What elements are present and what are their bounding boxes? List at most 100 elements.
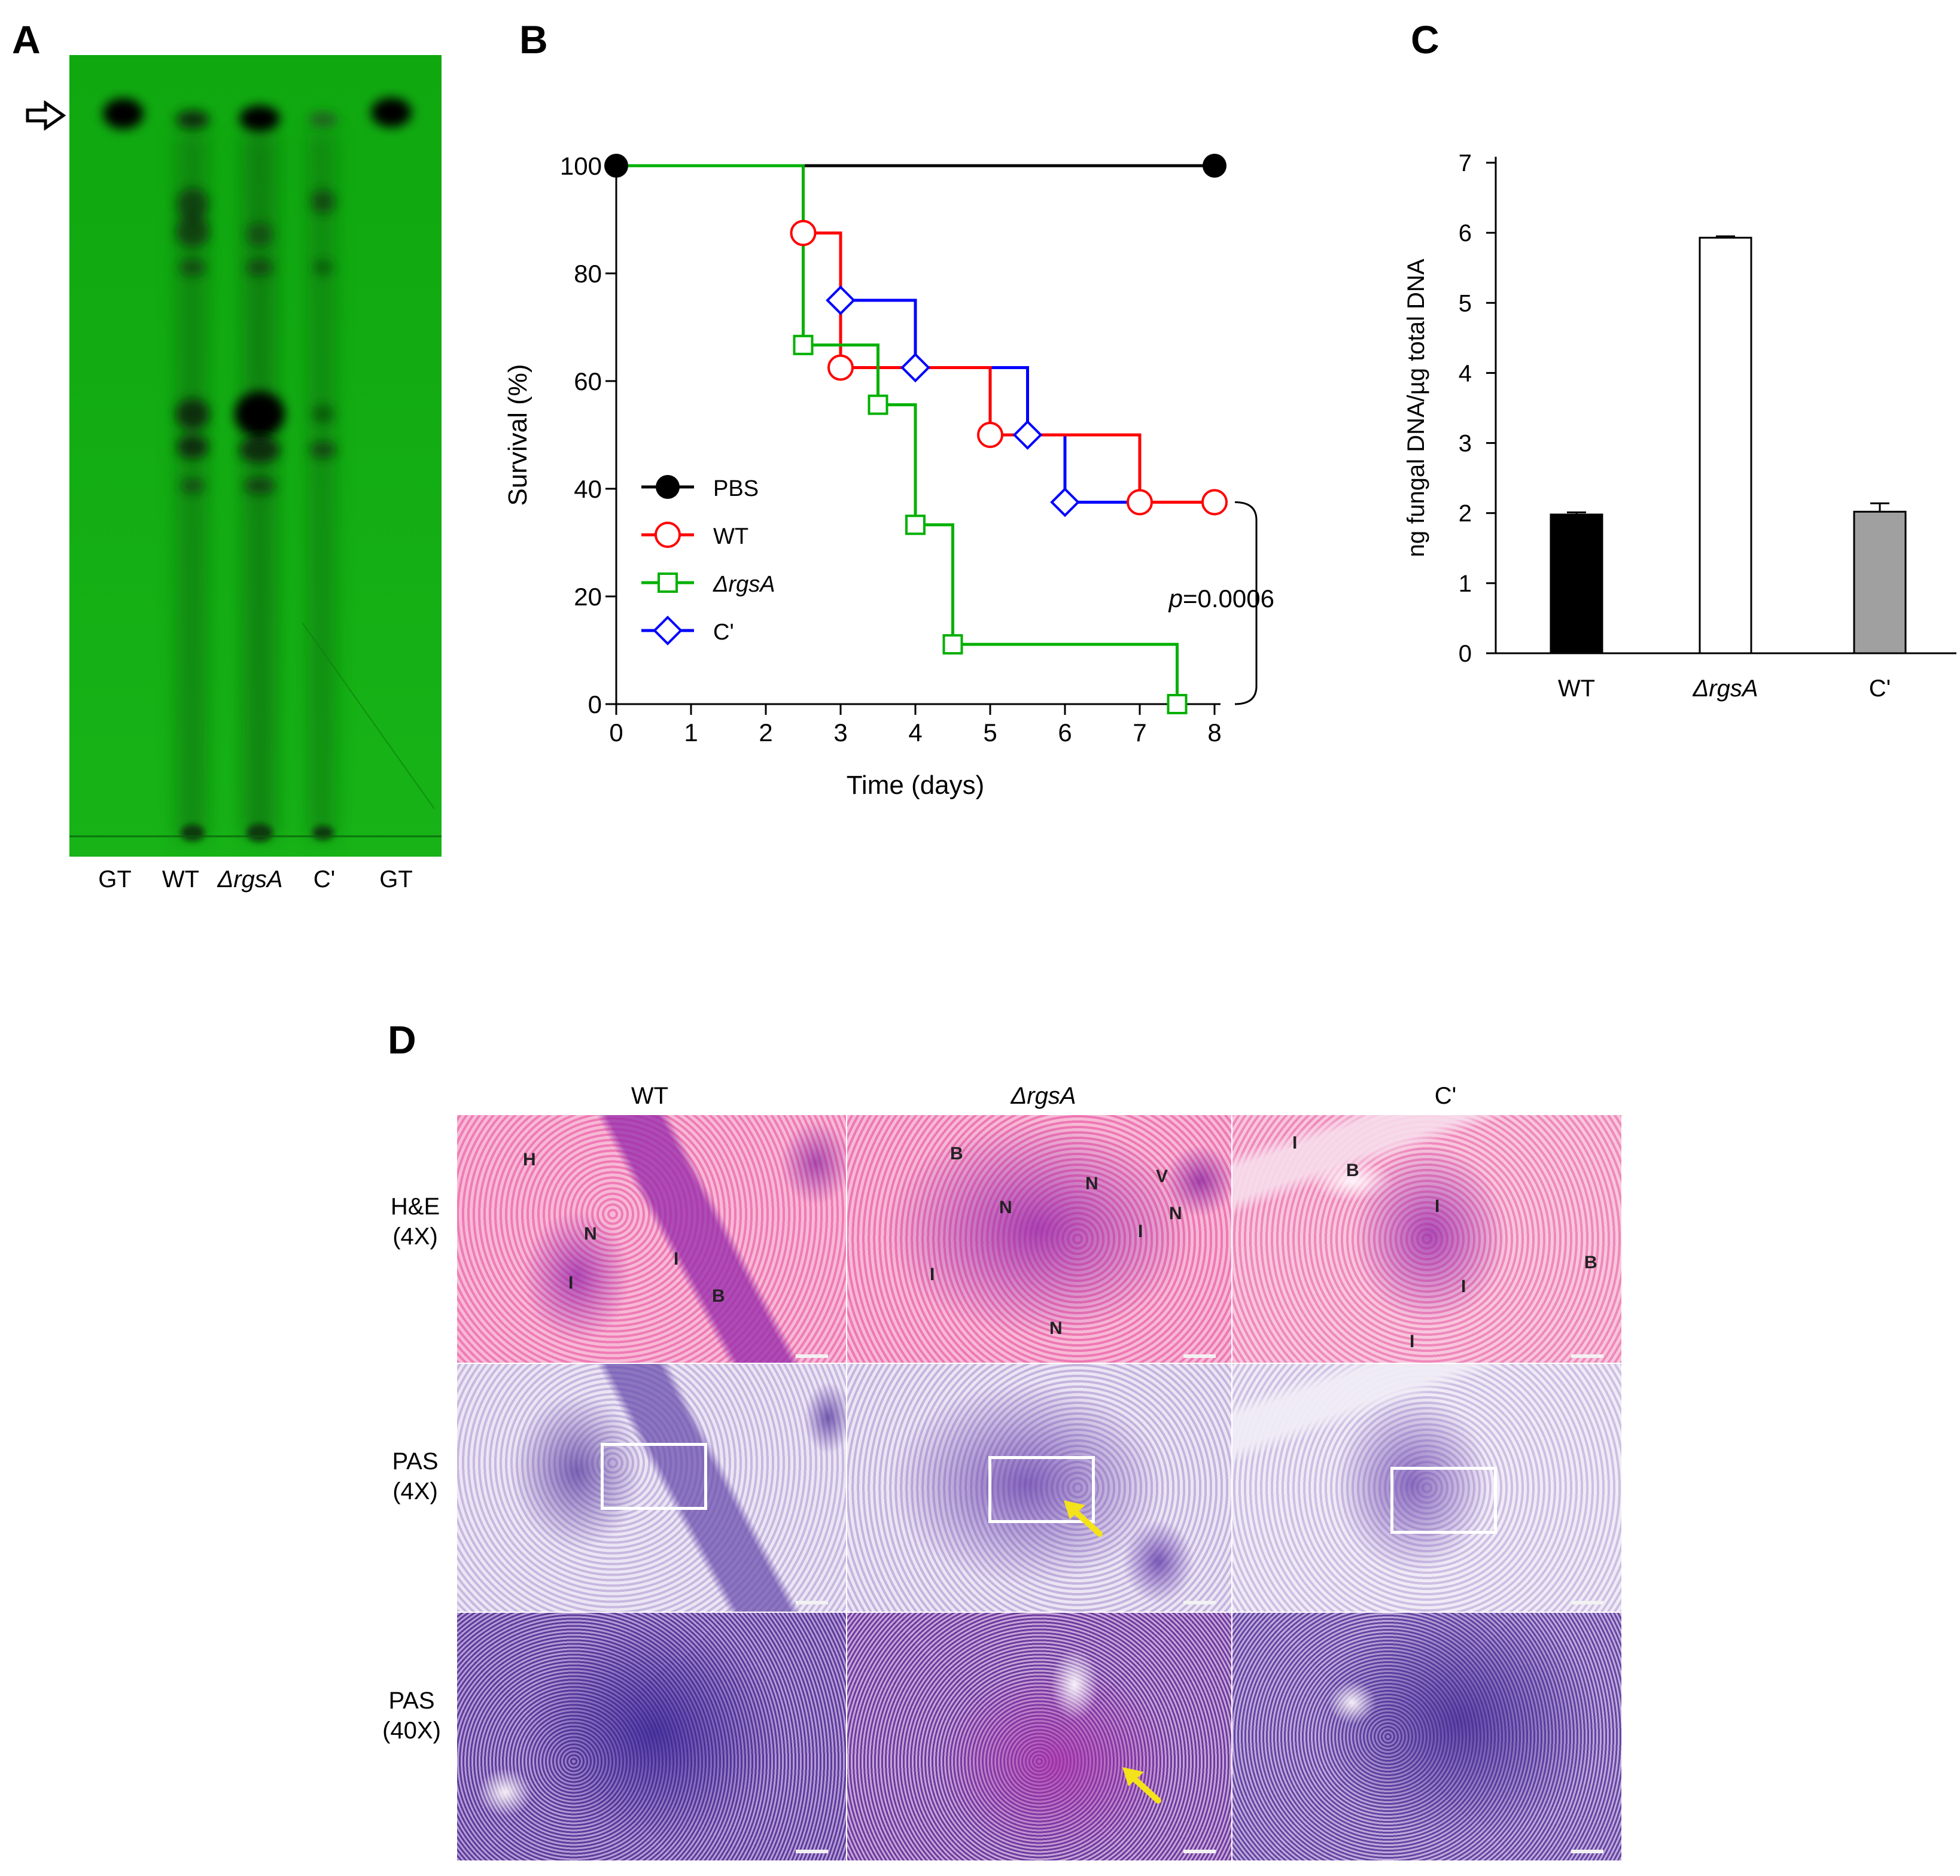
survival-x-tick-label: 2 (759, 718, 772, 747)
survival-x-tick-label: 8 (1207, 718, 1221, 747)
he-rgsa-label-2: N (1085, 1174, 1098, 1193)
he-comp-label-3: I (1435, 1196, 1440, 1216)
bar-y-tick-label: 4 (1459, 360, 1472, 386)
histology-column-wt: WT (631, 1083, 669, 1109)
bar-y-axis-label: ng fungal DNA/µg total DNA (1403, 258, 1429, 557)
bar-0 (1550, 513, 1603, 654)
histology-pas40-wt (457, 1613, 846, 1860)
he-rgsa-label-1: B (950, 1144, 963, 1164)
he-rgsa-label-4: N (999, 1198, 1012, 1217)
scale-bar (796, 1850, 828, 1853)
histology-he-rgsa: B N V N N I I N (847, 1115, 1231, 1363)
survival-point-1 (790, 220, 817, 246)
fungal-dna-bar-chart: 0 1 2 3 4 5 6 7 WT ΔrgsA C' ng fungal DNA/µg tota… (1403, 150, 1956, 702)
survival-line-2 (616, 164, 1179, 704)
he-rgsa-label-6: I (1138, 1222, 1143, 1241)
survival-point-3 (900, 352, 930, 383)
yellow-arrow-icon (1058, 1496, 1106, 1543)
histology-pas4-wt (457, 1364, 846, 1612)
legend-label: WT (713, 524, 748, 549)
scale-bar (1571, 1850, 1603, 1853)
survival-x-tick-label: 3 (833, 718, 847, 747)
survival-point-1 (977, 422, 1003, 448)
bar-2 (1853, 510, 1907, 654)
significance-bracket (1234, 501, 1258, 705)
zoom-region-box (601, 1443, 707, 1510)
legend-marker (656, 475, 680, 499)
scale-bar (1183, 1354, 1216, 1358)
bar-1 (1699, 236, 1752, 654)
tlc-lane-label-gt-right: GT (379, 866, 413, 893)
survival-point-2 (793, 334, 814, 355)
legend-marker (655, 522, 681, 548)
survival-point-2 (868, 394, 888, 415)
bar-category-label: C' (1869, 675, 1891, 702)
panel-label-b: B (519, 17, 548, 62)
survival-y-tick-label: 20 (574, 583, 602, 611)
legend-marker (658, 572, 678, 593)
zoom-region-box (1390, 1467, 1497, 1534)
he-rgsa-label-8: N (1049, 1318, 1063, 1338)
bar-category-label: WT (1558, 675, 1595, 702)
p-value-italic-p: p (1168, 584, 1183, 613)
he-comp-label-4: I (1461, 1277, 1466, 1296)
survival-x-tick-label: 7 (1133, 718, 1146, 747)
row-pas4-magnification: (4X) (392, 1478, 438, 1505)
bar-y-tick-label: 5 (1459, 290, 1472, 316)
survival-point-1 (1201, 489, 1228, 516)
row-he-magnification: (4X) (392, 1223, 438, 1250)
row-pas40-stain: PAS (388, 1688, 435, 1714)
he-wt-label-2: N (584, 1224, 597, 1244)
survival-chart: 0 20 40 60 80 100 0 1 2 3 4 5 6 7 8 PBS WT ΔrgsA C' Time … (503, 152, 1274, 800)
legend-marker (653, 616, 683, 645)
tlc-lane-label-complement: C' (313, 866, 336, 893)
scale-bar (1571, 1354, 1603, 1358)
bar-y-tick-label: 7 (1459, 150, 1472, 176)
he-comp-label-5: B (1584, 1253, 1597, 1272)
row-pas4-stain: PAS (392, 1448, 439, 1475)
bar-category-label: ΔrgsA (1692, 675, 1758, 702)
scale-bar (1571, 1601, 1603, 1604)
he-comp-label-1: I (1292, 1133, 1298, 1153)
scale-bar (1183, 1850, 1216, 1853)
zoom-region-box (988, 1456, 1095, 1523)
survival-y-axis-label: Survival (%) (503, 364, 532, 505)
legend-label: C' (713, 620, 734, 645)
tlc-lane-label-gt-left: GT (98, 866, 132, 893)
survival-y-tick-label: 100 (560, 152, 602, 180)
survival-point-0 (1203, 154, 1226, 178)
survival-y-tick-label: 0 (588, 690, 602, 718)
survival-point-2 (942, 634, 963, 655)
histology-pas4-complement (1232, 1364, 1621, 1612)
histology-pas4-rgsa (847, 1364, 1231, 1612)
survival-y-tick-label: 40 (574, 475, 602, 503)
survival-x-tick-label: 5 (983, 718, 997, 747)
he-comp-label-6: I (1410, 1332, 1415, 1351)
he-rgsa-label-7: I (930, 1265, 935, 1284)
bar-y-tick-label: 0 (1459, 641, 1472, 667)
scale-bar (796, 1354, 828, 1358)
histology-he-wt: H N I I B (457, 1115, 846, 1363)
legend-label: PBS (713, 476, 759, 501)
bar-y-tick-label: 3 (1459, 431, 1472, 457)
he-wt-label-1: H (523, 1150, 536, 1170)
he-rgsa-label-3: V (1156, 1167, 1168, 1186)
yellow-arrow-icon (1116, 1762, 1164, 1810)
survival-p-value: p=0.0006 (1168, 584, 1274, 613)
survival-x-axis-label: Time (days) (847, 770, 985, 800)
bar-y-tick-label: 2 (1459, 501, 1472, 527)
p-value-rest: =0.0006 (1183, 584, 1274, 613)
row-pas40-magnification: (40X) (382, 1717, 441, 1744)
row-he-stain: H&E (390, 1193, 440, 1220)
survival-point-1 (1127, 489, 1153, 516)
panel-label-c: C (1411, 17, 1439, 62)
legend-label: ΔrgsA (713, 572, 775, 597)
scale-bar (1183, 1601, 1216, 1604)
survival-point-3 (1012, 420, 1043, 450)
histology-row-he-4x: H&E (4X) (367, 1192, 463, 1251)
survival-y-tick-label: 80 (574, 260, 602, 288)
tlc-plate (69, 55, 442, 857)
survival-x-tick-label: 4 (908, 718, 922, 747)
survival-point-3 (826, 285, 856, 315)
panel-label-d: D (388, 1018, 416, 1062)
